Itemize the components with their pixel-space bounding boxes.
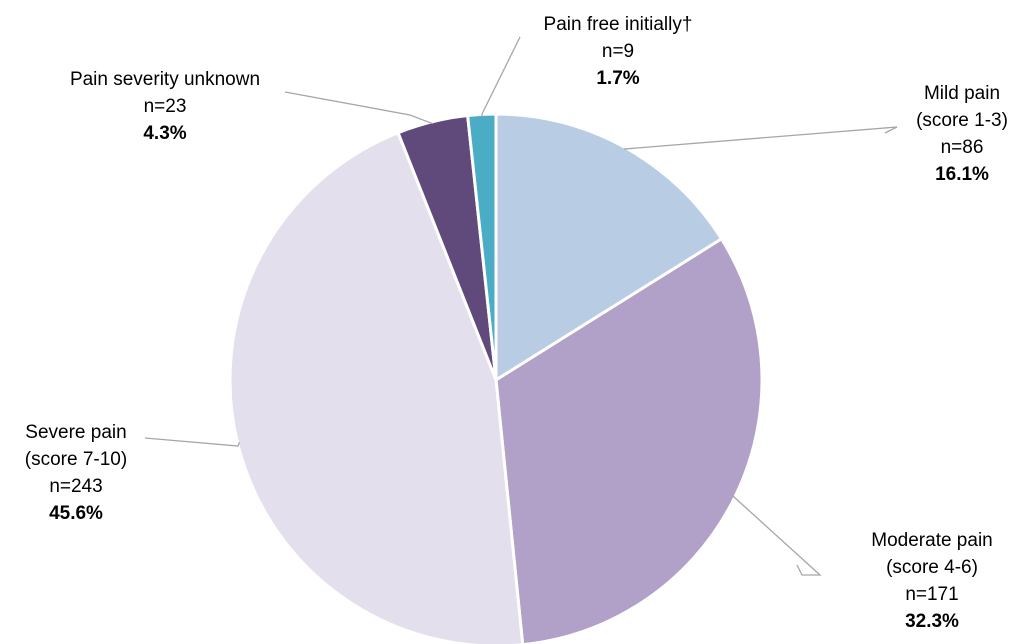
pie-slice — [494, 112, 724, 383]
slice-labels: Mild pain (score 1-3) n=86 16.1% Moderate pa… — [25, 14, 1008, 632]
slice-count-label: n=23 — [144, 96, 187, 117]
leader-line — [144, 437, 241, 447]
slice-percent-label: 1.7% — [596, 68, 639, 89]
leader-line — [481, 36, 521, 117]
slice-category-label: Severe pain — [25, 422, 126, 443]
slice-category-label: Moderate pain — [871, 530, 992, 551]
slice-percent-label: 4.3% — [143, 123, 186, 144]
slice-category-label: Mild pain — [924, 83, 1000, 104]
slice-category-label: Pain free initially† — [544, 14, 693, 35]
slice-percent-label: 32.3% — [905, 611, 959, 632]
leader-line — [732, 495, 822, 576]
leader-line — [284, 91, 433, 125]
slice-count-label: n=243 — [49, 476, 102, 497]
slice-count-label: n=171 — [905, 584, 958, 605]
slice-percent-label: 16.1% — [935, 164, 989, 185]
slice-count-label: n=9 — [602, 41, 634, 62]
leader-line — [623, 126, 898, 150]
slice-category-label: Pain severity unknown — [70, 69, 260, 90]
slice-category-label: (score 1-3) — [916, 110, 1008, 131]
slice-category-label: (score 4-6) — [886, 557, 978, 578]
pie-slice — [228, 130, 525, 644]
slice-percent-label: 45.6% — [49, 503, 103, 524]
slice-category-label: (score 7-10) — [25, 449, 127, 470]
pie-slices — [228, 112, 764, 644]
slice-count-label: n=86 — [941, 137, 984, 158]
leader-lines — [144, 36, 898, 576]
